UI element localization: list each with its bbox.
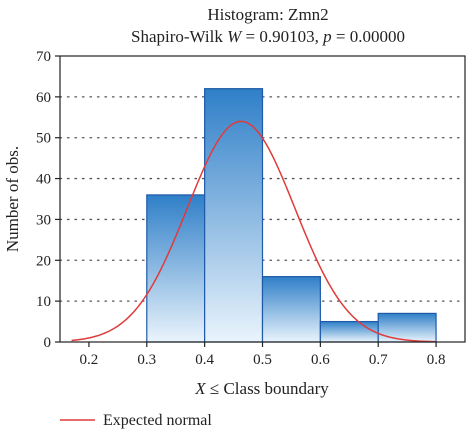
x-tick-label: 0.3: [137, 352, 156, 368]
y-tick-label: 50: [36, 131, 51, 147]
y-axis-label: Number of obs.: [3, 146, 22, 252]
histogram-bar: [146, 194, 206, 343]
chart-title: Histogram: Zmn2: [207, 5, 328, 24]
histogram-bar: [261, 276, 321, 343]
y-tick-label: 20: [36, 253, 51, 269]
x-axis-ticks: 0.2 0.3 0.4 0.5 0.6 0.7 0.8: [80, 342, 446, 368]
y-tick-label: 30: [36, 212, 51, 228]
y-tick-label: 10: [36, 294, 51, 310]
expected-normal-curve-group: [71, 120, 437, 342]
x-tick-label: 0.5: [253, 352, 272, 368]
y-tick-label: 0: [44, 335, 52, 351]
subtitle-p-symbol: p: [322, 27, 332, 46]
x-tick-label: 0.7: [369, 352, 388, 368]
x-tick-label: 0.4: [195, 352, 214, 368]
histogram-bars: [146, 88, 437, 343]
x-axis-label: X ≤ Class boundary: [194, 379, 329, 398]
y-tick-label: 60: [36, 90, 51, 106]
y-tick-label: 70: [36, 49, 51, 65]
x-axis-label-rest: ≤ Class boundary: [206, 379, 330, 398]
x-tick-label: 0.2: [80, 352, 99, 368]
x-tick-label: 0.8: [427, 352, 446, 368]
legend-label-expected-normal: Expected normal: [103, 412, 212, 429]
histogram-bar: [204, 88, 264, 343]
y-axis-ticks: 0 10 20 30 40 50 60 70: [36, 49, 60, 351]
expected-normal-curve: [71, 120, 437, 342]
x-tick-label: 0.6: [311, 352, 330, 368]
legend: Expected normal: [60, 412, 212, 429]
histogram-bar: [319, 320, 379, 343]
subtitle-w-value: = 0.90103,: [241, 27, 323, 46]
histogram-bar: [377, 312, 437, 343]
subtitle-w-symbol: W: [227, 27, 243, 46]
subtitle-p-value: = 0.00000: [332, 27, 405, 46]
x-axis-label-var: X: [194, 379, 206, 398]
chart-subtitle: Shapiro-Wilk W = 0.90103, p = 0.00000: [131, 27, 405, 46]
y-tick-label: 40: [36, 172, 51, 188]
subtitle-prefix: Shapiro-Wilk: [131, 27, 227, 46]
